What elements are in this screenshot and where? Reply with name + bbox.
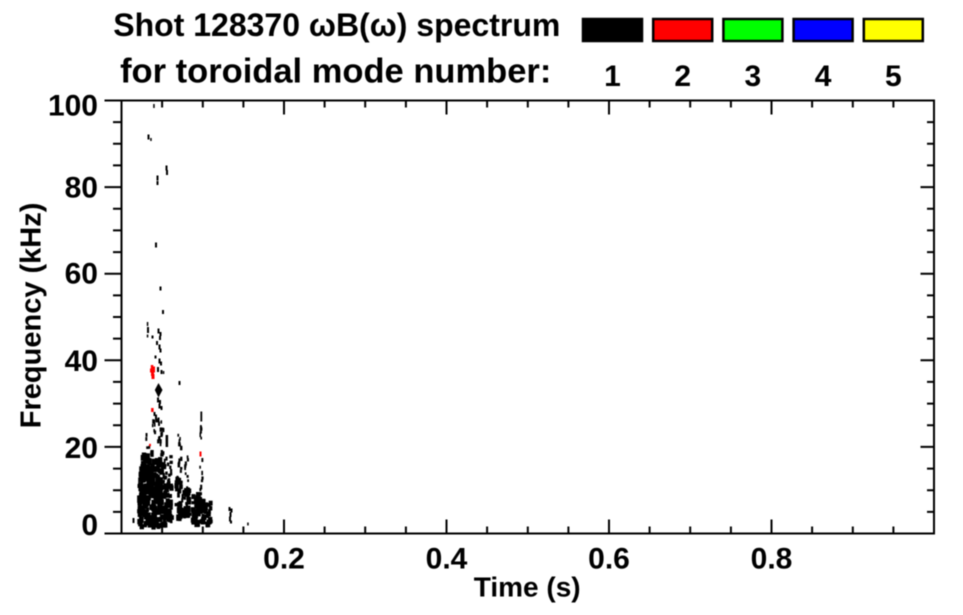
svg-text:Time (s): Time (s)	[474, 571, 581, 602]
svg-text:Shot 128370 ωB(ω) spectrum: Shot 128370 ωB(ω) spectrum	[113, 7, 560, 43]
svg-text:5: 5	[885, 60, 902, 93]
svg-text:Frequency (kHz): Frequency (kHz)	[16, 203, 48, 429]
svg-text:for toroidal mode number:: for toroidal mode number:	[120, 53, 551, 91]
svg-text:0.4: 0.4	[426, 543, 468, 576]
svg-text:0.8: 0.8	[751, 543, 793, 576]
svg-text:1: 1	[604, 60, 621, 93]
svg-text:0: 0	[81, 509, 98, 542]
svg-text:40: 40	[65, 345, 98, 378]
svg-text:0.6: 0.6	[588, 543, 630, 576]
svg-text:4: 4	[815, 60, 832, 93]
svg-text:3: 3	[745, 60, 762, 93]
svg-text:0.2: 0.2	[263, 543, 305, 576]
svg-text:60: 60	[65, 257, 98, 290]
svg-text:80: 80	[65, 172, 98, 205]
svg-text:100: 100	[48, 89, 98, 122]
svg-text:20: 20	[65, 432, 98, 465]
svg-text:2: 2	[674, 60, 691, 93]
